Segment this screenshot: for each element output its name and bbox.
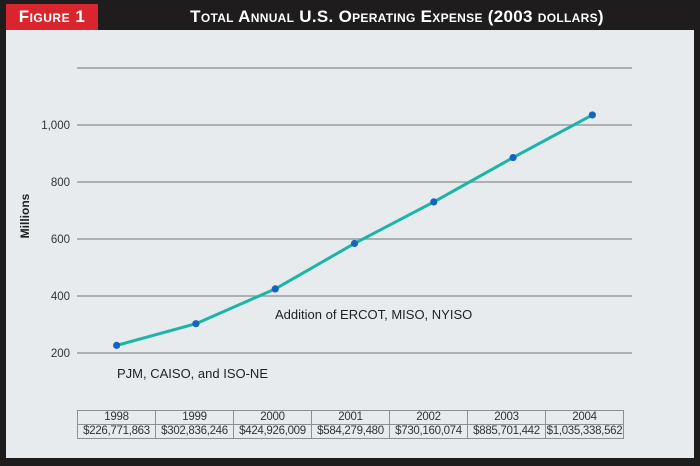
gridlines (77, 67, 632, 354)
data-point-2003 (509, 153, 517, 162)
table-year-cell: 2001 (311, 410, 390, 425)
table-row-years: 1998 1999 2000 2001 2002 2003 2004 (77, 410, 624, 425)
y-tick-labels: 200 400 600 800 1,000 (41, 120, 70, 360)
table-row-values: $226,771,863 $302,836,246 $424,926,009 $584… (77, 424, 624, 439)
table-year-cell: 2002 (389, 410, 468, 425)
y-tick-label: 200 (51, 348, 70, 360)
table-value-cell: $730,160,074 (389, 424, 468, 439)
data-point-2004 (588, 111, 596, 119)
y-tick-label: 400 (51, 291, 70, 303)
table-year-cell: 1999 (155, 410, 234, 425)
figure-header: Figure 1 Total Annual U.S. Operating Exp… (0, 0, 700, 30)
data-table: 1998 1999 2000 2001 2002 2003 2004 $226,771,86… (77, 410, 624, 439)
table-value-cell: $1,035,338,562 (545, 424, 624, 439)
data-point-2000 (271, 285, 279, 293)
data-point-1998 (113, 341, 121, 349)
y-tick-label: 600 (51, 234, 70, 246)
y-axis-label: Millions (18, 193, 32, 238)
table-value-cell: $885,701,442 (467, 424, 546, 439)
y-tick-label: 1,000 (41, 120, 70, 132)
data-point-2001 (350, 239, 359, 248)
y-tick-label: 800 (51, 177, 70, 189)
chart-panel (6, 30, 694, 458)
annotation-addition-ercot-miso-nyiso: Addition of ERCOT, MISO, NYISO (275, 307, 472, 322)
data-point-2002 (430, 198, 438, 206)
chart-title: Total Annual U.S. Operating Expense (200… (190, 7, 604, 26)
data-points (113, 111, 596, 349)
table-value-cell: $302,836,246 (155, 424, 234, 439)
table-year-cell: 1998 (77, 410, 156, 425)
table-year-cell: 2004 (545, 410, 624, 425)
table-year-cell: 2003 (467, 410, 546, 425)
table-value-cell: $424,926,009 (233, 424, 312, 439)
figure-label: Figure 1 (6, 4, 98, 30)
table-year-cell: 2000 (233, 410, 312, 425)
data-point-1999 (192, 320, 200, 328)
annotation-pjm-caiso-isone: PJM, CAISO, and ISO-NE (117, 366, 268, 381)
table-value-cell: $584,279,480 (311, 424, 390, 439)
table-value-cell: $226,771,863 (77, 424, 156, 439)
